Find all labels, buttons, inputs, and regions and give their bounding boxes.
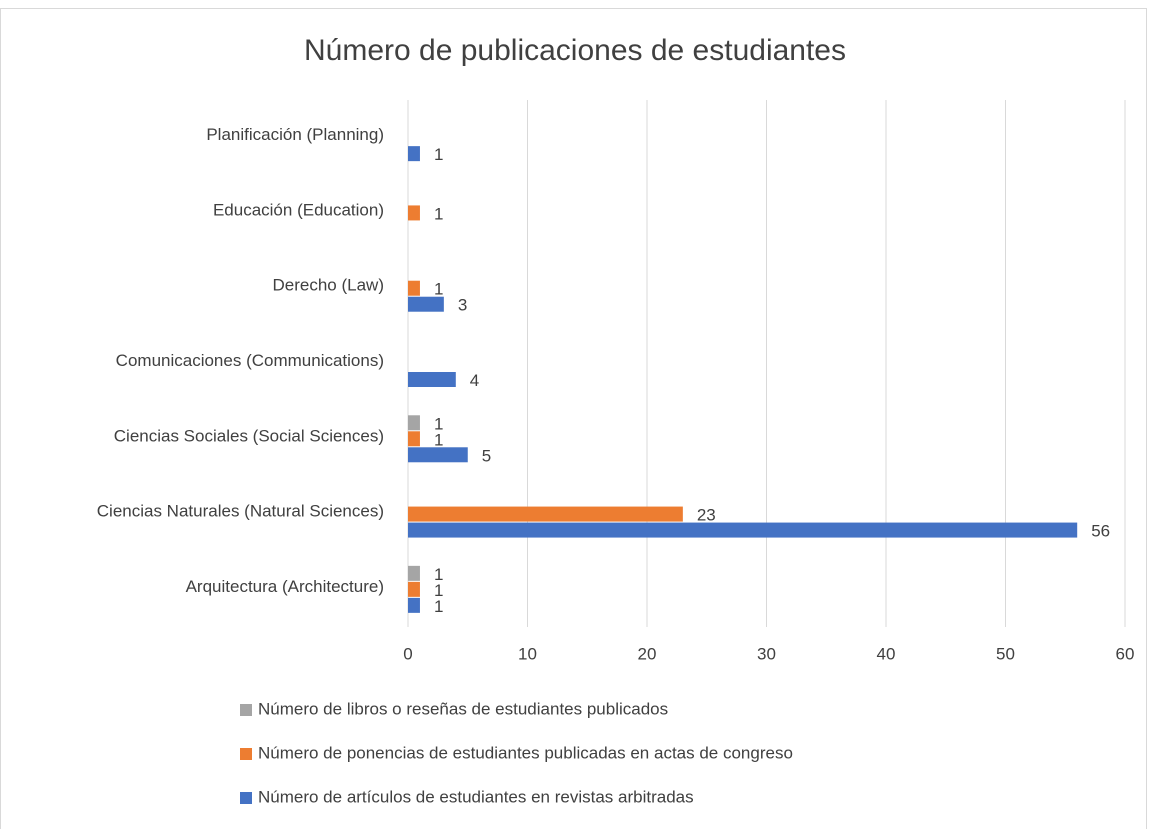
x-tick-label: 60 [1116, 644, 1135, 663]
y-tick-label: Derecho (Law) [273, 276, 385, 295]
data-label: 5 [482, 446, 491, 465]
bar [408, 372, 456, 387]
x-tick-label: 20 [638, 644, 657, 663]
legend-label: Número de libros o reseñas de estudiante… [258, 699, 668, 718]
bar [408, 280, 420, 296]
legend-swatch [240, 704, 252, 716]
data-label: 1 [434, 414, 443, 433]
bar [408, 415, 420, 431]
bar [408, 447, 468, 463]
x-tick-label: 40 [877, 644, 896, 663]
legend-swatch [240, 748, 252, 760]
data-label: 1 [434, 204, 443, 223]
chart-frame [0, 8, 1147, 829]
x-tick-label: 30 [757, 644, 776, 663]
bar [408, 597, 420, 613]
legend-label: Número de artículos de estudiantes en re… [258, 787, 694, 806]
bar [408, 506, 683, 522]
data-label: 1 [434, 430, 443, 449]
y-tick-label: Educación (Education) [213, 200, 384, 219]
data-label: 1 [434, 565, 443, 584]
data-label: 23 [697, 506, 716, 525]
y-tick-label: Planificación (Planning) [206, 125, 384, 144]
bar [408, 581, 420, 597]
legend-swatch [240, 792, 252, 804]
data-label: 1 [434, 581, 443, 600]
data-label: 1 [434, 145, 443, 164]
chart-title: Número de publicaciones de estudiantes [304, 34, 846, 67]
x-tick-label: 0 [403, 644, 412, 663]
y-tick-label: Ciencias Sociales (Social Sciences) [114, 426, 384, 445]
data-label: 56 [1091, 522, 1110, 541]
legend-label: Número de ponencias de estudiantes publi… [258, 743, 793, 762]
x-tick-label: 50 [996, 644, 1015, 663]
data-label: 1 [434, 280, 443, 299]
bar [408, 205, 420, 221]
data-label: 3 [458, 296, 467, 315]
data-label: 1 [434, 597, 443, 616]
y-tick-label: Arquitectura (Architecture) [186, 577, 384, 596]
bar [408, 565, 420, 581]
bar [408, 296, 444, 312]
bar [408, 431, 420, 447]
data-label: 4 [470, 371, 479, 390]
y-tick-label: Ciencias Naturales (Natural Sciences) [97, 502, 384, 521]
bar [408, 522, 1078, 538]
y-tick-label: Comunicaciones (Communications) [116, 351, 384, 370]
x-tick-label: 10 [518, 644, 537, 663]
bar [408, 146, 420, 162]
